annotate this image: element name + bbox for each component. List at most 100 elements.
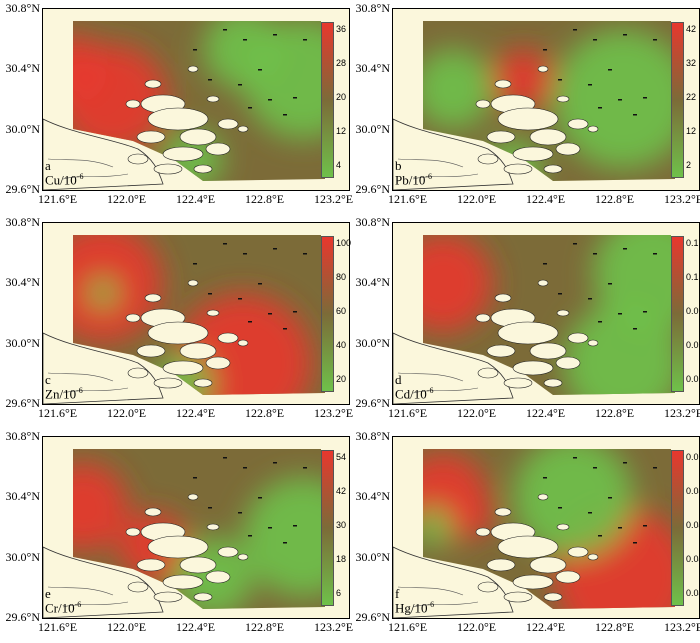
map-panel-b: 30.8°N 30.4°N 30.0°N 29.6°N 121.6°E 122.0°E 12… (350, 0, 700, 214)
colorbar-tick-label: 0.048 (686, 486, 700, 496)
islet (608, 283, 612, 285)
island (125, 99, 141, 109)
island (136, 558, 166, 572)
mainland (393, 546, 514, 618)
unit-base: /10 (60, 171, 77, 187)
islet (223, 457, 227, 459)
latitude-label: 29.6°N (5, 396, 40, 410)
island (494, 293, 512, 303)
map-frame (42, 436, 350, 619)
map-panel-d: 30.8°N 30.4°N 30.0°N 29.6°N 121.6°E 122.0°E 12… (350, 214, 700, 428)
colorbar-tick-label: 18 (336, 554, 347, 564)
islet (618, 527, 622, 529)
latitude-label: 30.4°N (5, 275, 40, 290)
longitude-label: 122.0°E (457, 406, 497, 420)
colorbar-tick-label: 12 (686, 126, 697, 136)
map-panel-e: 30.8°N 30.4°N 30.0°N 29.6°N 121.6°E 122.0°E 12… (0, 428, 354, 642)
map-panel-a: 30.8°N 30.4°N 30.0°N 29.6°N 121.6°E 122.0°E 12… (0, 0, 354, 214)
longitude-label: 122.0°E (457, 192, 497, 206)
panel-letter: c (45, 372, 51, 387)
element-name: Cr (45, 599, 58, 615)
island (556, 95, 570, 103)
island (512, 360, 554, 376)
map-panel-c: 30.8°N 30.4°N 30.0°N 29.6°N 121.6°E 122.0°E 12… (0, 214, 354, 428)
island (206, 523, 220, 531)
islet (273, 34, 277, 36)
islet (208, 293, 212, 295)
islet (193, 477, 197, 479)
island (144, 507, 162, 517)
islet (618, 99, 622, 101)
island (205, 142, 231, 156)
panel-letter: e (45, 586, 51, 601)
islet (293, 525, 297, 527)
islet (283, 542, 287, 544)
islet (633, 328, 637, 330)
river (47, 372, 129, 394)
colorbar-tick-label: 0.09 (686, 306, 700, 316)
latitude-label: 30.0°N (355, 335, 390, 350)
concentration-blob (73, 34, 108, 104)
islet (543, 263, 547, 265)
latitude-label: 30.8°N (5, 215, 40, 229)
island (529, 128, 567, 146)
longitude-label: 123.2°E (664, 192, 700, 206)
river (397, 372, 479, 394)
island (486, 558, 516, 572)
panel-letter: b (395, 158, 402, 173)
island (127, 581, 149, 593)
concentration-map (393, 449, 675, 618)
concentration-blob (553, 29, 675, 169)
latitude-label: 30.4°N (5, 489, 40, 504)
island (477, 581, 499, 593)
unit-exponent: -6 (425, 171, 433, 181)
islet (653, 253, 657, 255)
island (193, 378, 213, 388)
river (397, 158, 479, 180)
islet (598, 107, 602, 109)
islet (558, 293, 562, 295)
longitude-label: 122.4°E (526, 192, 566, 206)
islet (193, 263, 197, 265)
island (147, 321, 209, 345)
island (206, 95, 220, 103)
islet (608, 497, 612, 499)
concentration-map (43, 449, 325, 618)
island (537, 65, 549, 73)
island (567, 332, 589, 344)
panel-label: f Hg/10-6 (395, 587, 434, 615)
island (125, 313, 141, 323)
island (205, 356, 231, 370)
colorbar (671, 22, 684, 178)
latitude-label: 29.6°N (355, 610, 390, 624)
colorbar-tick-label: 28 (336, 58, 347, 68)
islet (193, 49, 197, 51)
concentration-map (43, 21, 325, 190)
island (543, 378, 563, 388)
island (477, 153, 499, 165)
mainland (43, 332, 164, 404)
island (153, 591, 183, 603)
colorbar-tick-label: 0.05 (686, 340, 700, 350)
islet (268, 527, 272, 529)
islet (238, 512, 242, 514)
colorbar-tick-label: 42 (686, 24, 697, 34)
latitude-label: 29.6°N (355, 396, 390, 410)
island (503, 163, 533, 175)
colorbar (321, 22, 334, 178)
islet (543, 49, 547, 51)
latitude-label: 30.0°N (5, 549, 40, 564)
longitude-label: 122.8°E (245, 406, 285, 420)
islet (593, 253, 597, 255)
island (217, 118, 239, 130)
island (153, 163, 183, 175)
longitude-label: 122.0°E (457, 620, 497, 634)
island (187, 279, 199, 287)
panel-letter: a (45, 158, 51, 173)
river (47, 586, 129, 608)
islet (558, 507, 562, 509)
colorbar (321, 450, 334, 606)
longitude-label: 122.8°E (245, 192, 285, 206)
island (162, 146, 204, 162)
island (187, 65, 199, 73)
